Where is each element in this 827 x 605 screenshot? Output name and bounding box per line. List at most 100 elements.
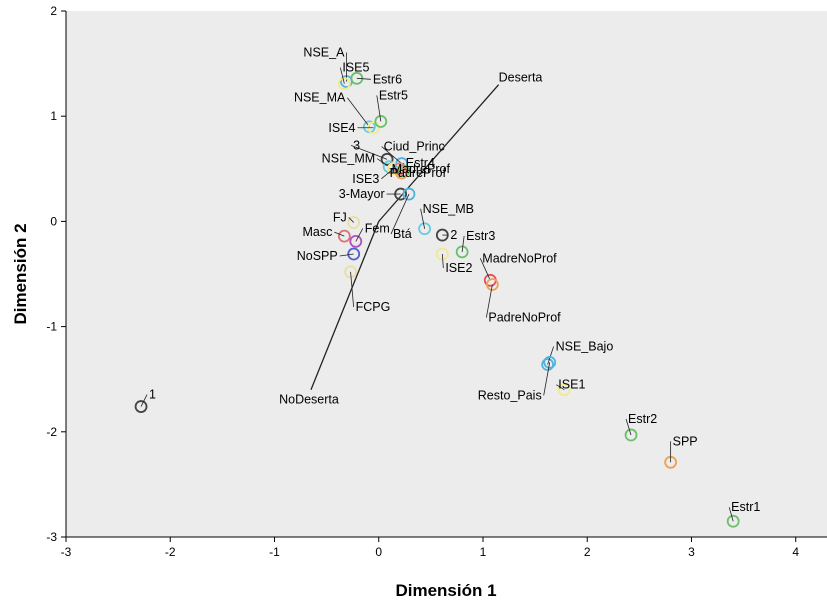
axis-ticks: -3 -2 -1 0 1 2 3 4 2 1 0 -1 -2 -3 [46, 4, 799, 559]
y-tick-label: -3 [46, 530, 57, 544]
point-label-ise2: ISE2 [445, 261, 472, 275]
point-label-ciud-princ: Ciud_Princ [384, 140, 445, 154]
leader-estr2 [625, 418, 632, 436]
point-label-madrenoprof: MadreNoProf [482, 251, 557, 265]
point-fj [347, 216, 361, 229]
point-label-madreprof: MadreProf [392, 162, 451, 176]
point-label-nse-mb: NSE_MB [423, 202, 474, 216]
point-label-spp: SPP [673, 434, 698, 448]
x-tick-label: -1 [269, 545, 280, 559]
x-tick-label: 4 [792, 545, 799, 559]
point-label-nse-mm: NSE_MM [322, 152, 375, 166]
x-tick-label: 0 [375, 545, 382, 559]
point-padrenoprof [485, 278, 499, 291]
point-label-bt: Btá [393, 227, 412, 241]
point-bt [402, 187, 416, 201]
point-label-ise1: ISE1 [558, 378, 585, 392]
vectors: Deserta NoDeserta [279, 71, 542, 407]
leader-ise5 [339, 67, 345, 84]
point-estr1 [726, 514, 740, 528]
x-tick-label: -3 [61, 545, 72, 559]
point-label-estr6: Estr6 [373, 72, 402, 86]
leader-padrenoprof [485, 284, 493, 318]
leader-3 [350, 144, 388, 160]
y-tick-label: -1 [46, 320, 57, 334]
point-label-2: 2 [450, 228, 457, 242]
point-estr2 [624, 428, 638, 442]
point-label-padreprof: PadreProf [390, 166, 447, 180]
x-tick-label: 1 [480, 545, 487, 559]
y-tick-label: -2 [46, 425, 57, 439]
leader-madrenoprof [479, 258, 491, 281]
x-tick-label: 3 [688, 545, 695, 559]
point-label-resto-pais: Resto_Pais [478, 388, 542, 402]
y-tick-label: 2 [50, 4, 57, 18]
point-label-estr4: Estr4 [406, 156, 435, 170]
y-tick-label: 0 [50, 214, 57, 228]
leader-masc [334, 231, 345, 237]
point-fcpg [344, 265, 357, 279]
leader-fem [355, 228, 364, 242]
point-label-estr2: Estr2 [628, 412, 657, 426]
leader-estr3 [461, 235, 465, 252]
point-label-nospp: NoSPP [297, 249, 338, 263]
point-masc [337, 229, 351, 243]
point-label-3-mayor: 3-Mayor [339, 187, 385, 201]
leader-ise3 [381, 168, 394, 180]
leader-nospp [339, 253, 354, 257]
y-axis-title: Dimensión 2 [11, 223, 30, 324]
point-label-3: 3 [353, 138, 360, 152]
point-label-estr1: Estr1 [731, 500, 760, 514]
point-label-nse-a: NSE_A [303, 45, 345, 59]
points [134, 52, 740, 528]
point-label-ise5: ISE5 [342, 61, 369, 75]
point-nse-mb [418, 222, 432, 236]
point-fem [349, 234, 363, 248]
leader-nse-bajo [547, 346, 554, 365]
point-label-fj: FJ [333, 210, 347, 224]
point-label-ise4: ISE4 [328, 121, 355, 135]
point-ise5 [337, 77, 351, 90]
leader-ise1 [556, 384, 565, 391]
x-tick-label: -2 [165, 545, 176, 559]
x-axis-title: Dimensión 1 [395, 581, 496, 600]
point-nospp [347, 247, 361, 261]
leader-nse-mm [376, 158, 390, 168]
point-estr5 [374, 115, 388, 128]
point-label-nse-ma: NSE_MA [294, 91, 346, 105]
leader-estr5 [376, 95, 382, 122]
leader-fcpg [350, 271, 354, 307]
point-labels: NSE_A ISE5 Estr6 NSE_MA ISE4 Estr5 3 Ciud_Princ… [149, 45, 760, 514]
point-label-fcpg: FCPG [356, 300, 391, 314]
point-label-padrenoprof: PadreNoProf [488, 311, 561, 325]
point-label-nse-bajo: NSE_Bajo [556, 339, 614, 353]
point-resto-pais [543, 355, 557, 369]
point-label-fem: Fem [365, 221, 390, 235]
x-tick-label: 2 [584, 545, 591, 559]
point-label-ise3: ISE3 [352, 172, 379, 186]
y-tick-label: 1 [50, 109, 57, 123]
leader-1 [140, 394, 148, 407]
point-estr3 [455, 245, 469, 259]
leader-nse-ma [347, 97, 370, 127]
point-1 [134, 400, 148, 413]
leader-nse-mb [420, 208, 426, 229]
leader-fj [348, 217, 355, 223]
leader-ise2 [441, 253, 444, 269]
plot-area [66, 11, 827, 537]
point-label-1: 1 [149, 388, 156, 402]
vector-label-nodeserta: NoDeserta [279, 393, 339, 407]
leader-resto-pais [543, 362, 551, 396]
point-nse-bajo [541, 358, 555, 371]
point-label-masc: Masc [302, 225, 332, 239]
leader-estr1 [728, 507, 734, 522]
point-label-estr5: Estr5 [379, 88, 408, 102]
leader-estr6 [356, 77, 371, 80]
leader-ciud-princ [381, 146, 402, 164]
vector-label-deserta: Deserta [499, 71, 543, 85]
vector-nodeserta [310, 221, 380, 390]
point-label-estr3: Estr3 [466, 229, 495, 243]
point-ise1 [557, 383, 571, 397]
leader-bt [390, 193, 410, 235]
